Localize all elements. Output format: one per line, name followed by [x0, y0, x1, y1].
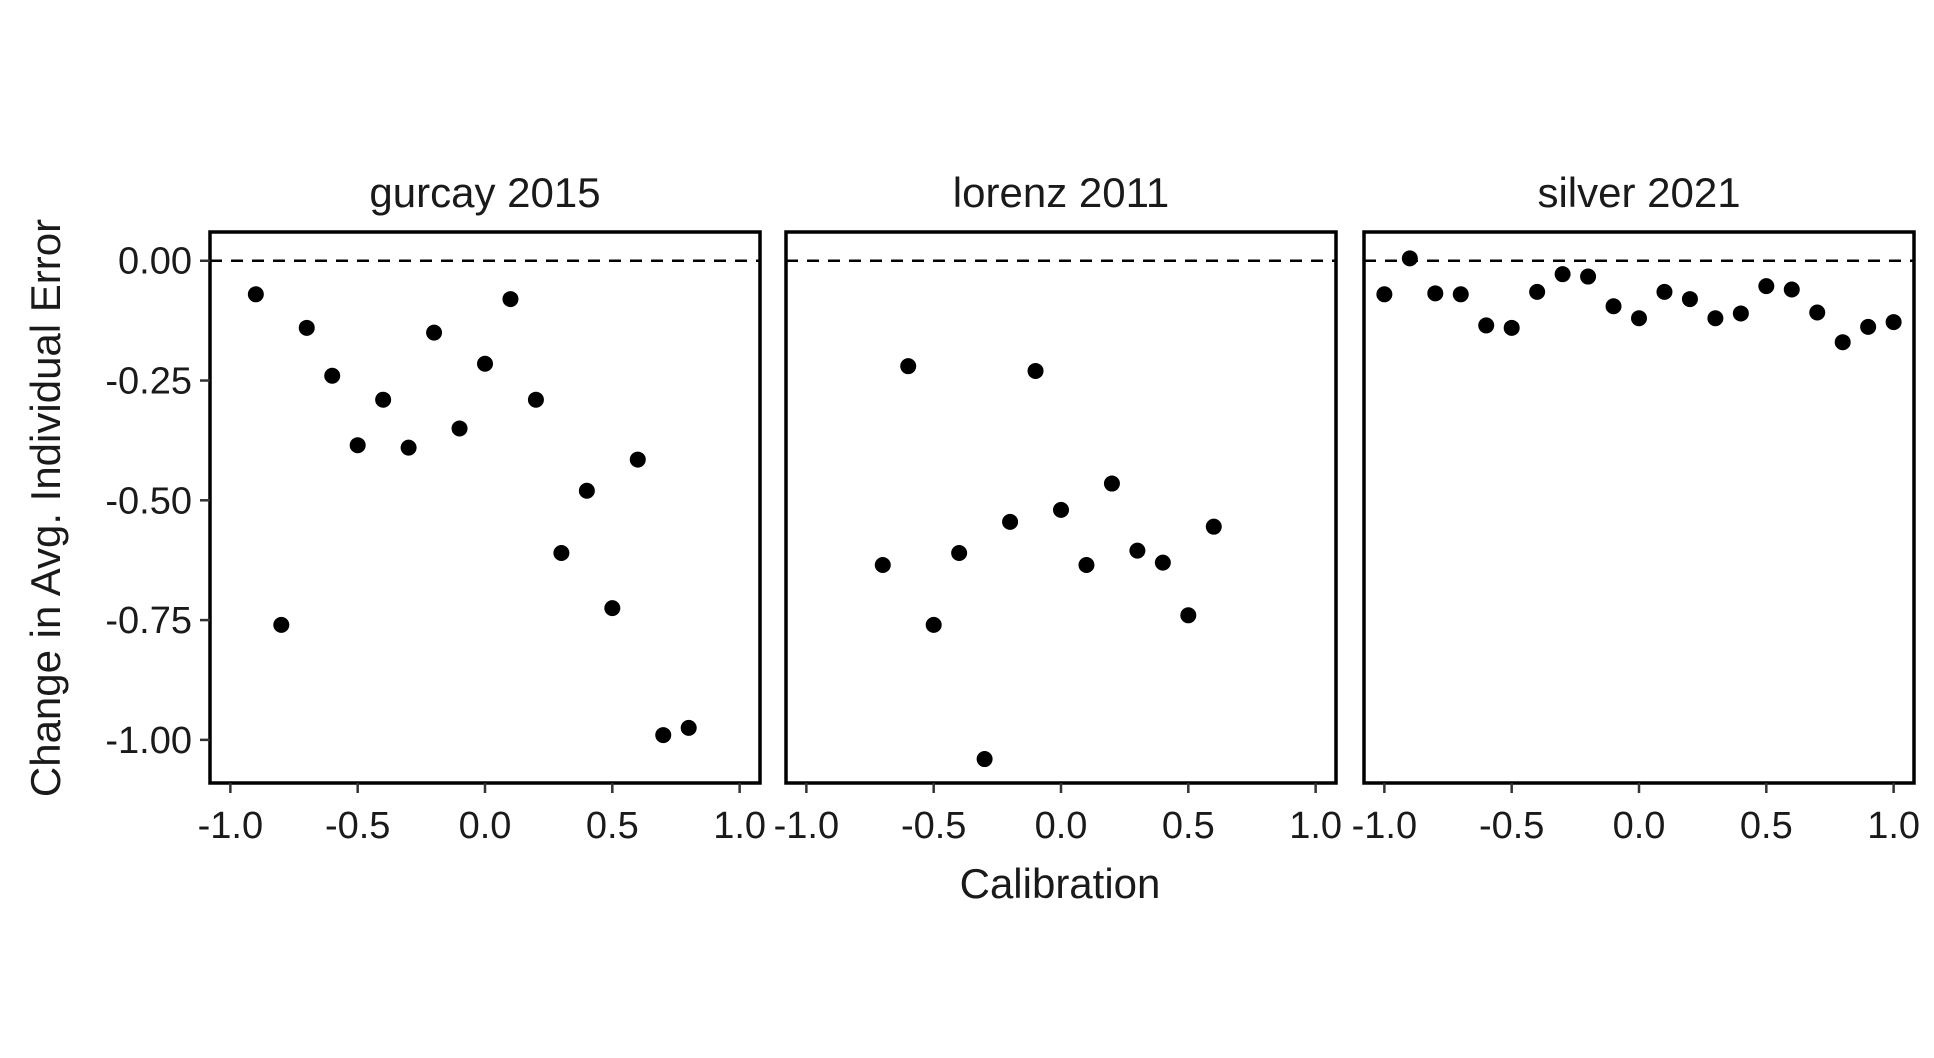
data-point: [1103, 475, 1120, 492]
x-tick-label: 0.5: [1740, 805, 1793, 847]
data-point: [1401, 250, 1418, 267]
x-tick-label: -0.5: [901, 805, 966, 847]
data-point: [1656, 283, 1673, 300]
data-point: [1078, 556, 1095, 573]
x-tick-label: -0.5: [1479, 805, 1544, 847]
data-point: [247, 286, 264, 303]
panel-border: [208, 230, 762, 785]
data-point: [553, 545, 570, 562]
data-point: [477, 355, 493, 372]
data-point: [1529, 283, 1546, 300]
data-point: [1452, 286, 1469, 303]
x-tick-label: 1.0: [1289, 805, 1342, 847]
x-tick-label: -0.5: [325, 805, 390, 847]
data-point: [1154, 554, 1171, 571]
x-tick-label: -1.0: [1352, 805, 1417, 847]
panel-title: silver 2021: [1537, 169, 1740, 216]
facet-panel-1: gurcay 2015 -1.0 -0.5 0.0 0.5 1.0 0.00 -0.25 -0.…: [105, 169, 766, 847]
data-point: [1783, 281, 1800, 298]
data-point: [1053, 501, 1069, 518]
x-tick-label: 1.0: [1867, 805, 1920, 847]
data-point: [874, 556, 891, 573]
data-point: [1002, 513, 1019, 530]
data-point: [1707, 310, 1724, 327]
data-point: [900, 358, 917, 375]
data-point: [1129, 542, 1146, 559]
facet-panel-2: lorenz 2011 -1.0 -0.5 0.0 0.5 1.0: [774, 169, 1342, 847]
y-tick-label: -0.75: [105, 600, 192, 642]
data-point: [375, 391, 392, 408]
data-point: [1478, 317, 1495, 334]
data-point: [578, 482, 595, 499]
data-point: [1834, 334, 1851, 351]
data-point: [976, 751, 993, 768]
data-point: [273, 616, 290, 633]
data-point: [1580, 268, 1597, 285]
y-tick-label: -0.25: [105, 361, 192, 403]
data-point: [324, 367, 341, 384]
data-point: [1605, 298, 1622, 315]
y-tick-label: -0.50: [105, 480, 192, 522]
x-tick-label: -1.0: [774, 805, 839, 847]
data-point: [451, 420, 468, 437]
x-tick-label: -1.0: [198, 805, 263, 847]
data-point: [1503, 319, 1520, 336]
data-point: [1631, 310, 1647, 327]
data-point: [400, 439, 417, 456]
y-tick-label: 0.00: [118, 241, 192, 283]
data-point: [604, 600, 621, 617]
y-axis-label: Change in Avg. Individual Error: [22, 219, 69, 797]
data-point: [1427, 285, 1444, 302]
data-point: [680, 719, 697, 736]
data-point: [1180, 607, 1197, 624]
data-point: [1885, 314, 1902, 331]
data-point: [1758, 278, 1775, 295]
facet-panels: gurcay 2015 -1.0 -0.5 0.0 0.5 1.0 0.00 -0.25 -0.…: [105, 169, 1920, 847]
x-axis-label: Calibration: [960, 860, 1161, 907]
data-point: [349, 437, 366, 454]
data-point: [1554, 266, 1571, 283]
data-point: [502, 291, 519, 308]
panel-title: lorenz 2011: [953, 169, 1169, 216]
data-point: [1681, 291, 1698, 308]
data-point: [1205, 518, 1222, 535]
x-tick-label: 0.0: [1613, 805, 1666, 847]
data-point: [629, 451, 646, 468]
data-point: [1860, 318, 1877, 335]
facet-panel-3: silver 2021 -1.0 -0.5 0.0 0.5 1.0: [1352, 169, 1920, 847]
x-tick-label: 0.5: [1162, 805, 1215, 847]
data-point: [925, 616, 942, 633]
x-tick-label: 0.0: [1035, 805, 1088, 847]
x-tick-label: 1.0: [713, 805, 766, 847]
x-tick-label: 0.0: [459, 805, 512, 847]
panel-title: gurcay 2015: [369, 169, 600, 216]
x-tick-label: 0.5: [586, 805, 639, 847]
data-point: [1809, 304, 1826, 321]
data-point: [527, 391, 544, 408]
data-point: [1732, 305, 1749, 322]
data-point: [298, 319, 315, 336]
data-point: [426, 324, 443, 341]
data-point: [1376, 286, 1393, 303]
data-point: [1027, 362, 1044, 379]
y-tick-label: -1.00: [105, 720, 192, 762]
data-point: [655, 727, 672, 744]
data-point: [951, 545, 968, 562]
